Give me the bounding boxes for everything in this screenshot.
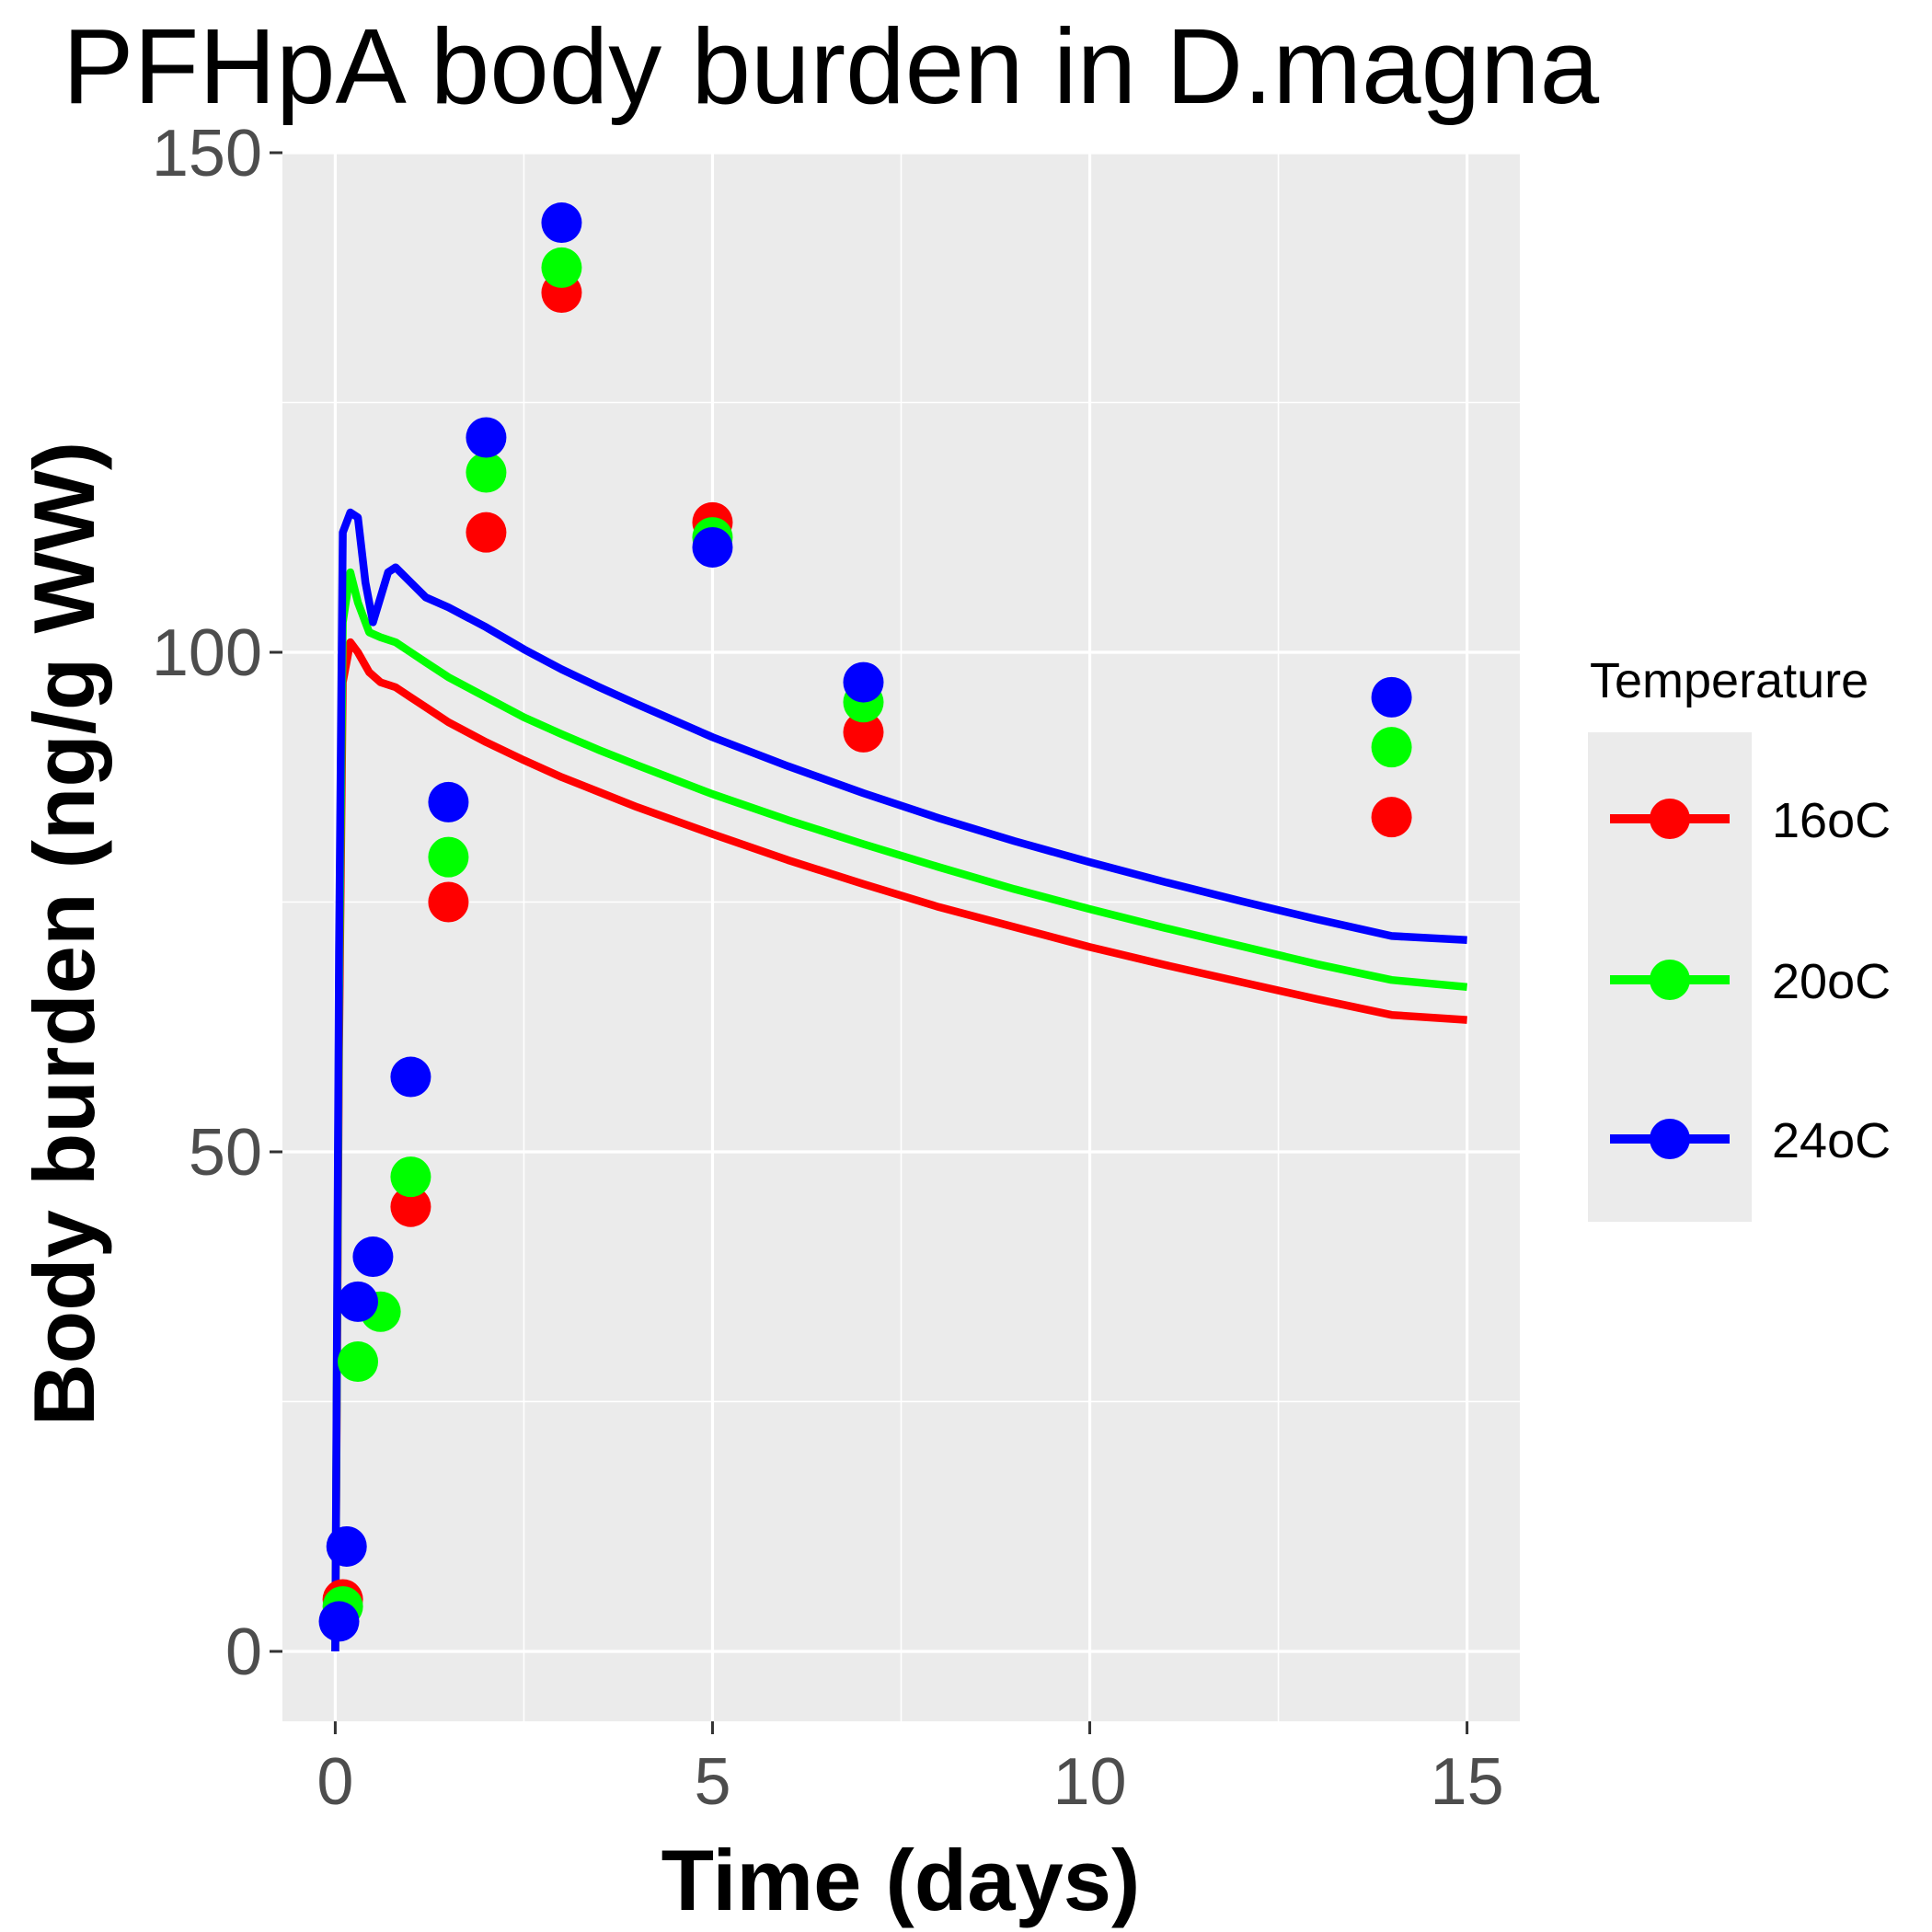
data-point-20oC xyxy=(541,247,582,288)
data-point-16oC xyxy=(1371,797,1412,838)
series-line-24oC xyxy=(331,508,1467,1652)
data-point-16oC xyxy=(466,512,507,553)
y-tick-label: 100 xyxy=(152,616,262,690)
data-point-16oC xyxy=(390,1186,431,1227)
data-point-20oC xyxy=(390,1156,431,1198)
data-point-24oC xyxy=(338,1281,379,1322)
data-point-24oC xyxy=(318,1601,360,1642)
series-lines xyxy=(331,508,1467,1652)
data-point-24oC xyxy=(466,417,507,458)
data-point-24oC xyxy=(1371,676,1412,718)
x-axis: 0 5 10 15 xyxy=(316,1721,1504,1819)
data-point-20oC xyxy=(338,1341,379,1383)
legend-key-point-24oC xyxy=(1650,1119,1690,1159)
y-tick-label: 50 xyxy=(189,1116,262,1190)
y-axis: 0 50 100 150 xyxy=(152,117,282,1689)
chart-title: PFHpA body burden in D.magna xyxy=(63,6,1600,126)
data-point-16oC xyxy=(843,711,884,753)
legend-label: 20oC xyxy=(1772,954,1891,1009)
legend: Temperature 16oC 20oC 24oC xyxy=(1588,653,1891,1222)
y-tick-label: 0 xyxy=(225,1616,262,1689)
data-point-24oC xyxy=(428,781,469,822)
y-tick-label: 150 xyxy=(152,117,262,190)
data-point-20oC xyxy=(1371,727,1412,768)
data-point-24oC xyxy=(541,202,582,244)
series-line-20oC xyxy=(331,568,1467,1652)
data-point-24oC xyxy=(843,661,884,703)
data-point-20oC xyxy=(428,836,469,878)
legend-title: Temperature xyxy=(1590,653,1869,708)
data-point-24oC xyxy=(326,1525,367,1567)
legend-key-point-16oC xyxy=(1650,799,1690,839)
legend-label: 24oC xyxy=(1772,1113,1891,1168)
x-tick-label: 0 xyxy=(316,1745,353,1819)
series-points xyxy=(318,202,1412,1642)
y-axis-title: Body burden (ng/g WW) xyxy=(16,442,112,1426)
grid-minor xyxy=(282,153,1520,1721)
data-point-16oC xyxy=(428,881,469,923)
data-point-24oC xyxy=(692,526,733,568)
x-tick-label: 10 xyxy=(1052,1745,1126,1819)
x-tick-label: 15 xyxy=(1431,1745,1504,1819)
x-tick-label: 5 xyxy=(694,1745,730,1819)
legend-key-point-20oC xyxy=(1650,960,1690,1000)
x-axis-title: Time (days) xyxy=(661,1832,1141,1928)
legend-label: 16oC xyxy=(1772,793,1891,848)
data-point-24oC xyxy=(352,1236,394,1278)
series-line-16oC xyxy=(331,638,1467,1652)
data-point-20oC xyxy=(466,452,507,493)
data-point-24oC xyxy=(390,1056,431,1098)
